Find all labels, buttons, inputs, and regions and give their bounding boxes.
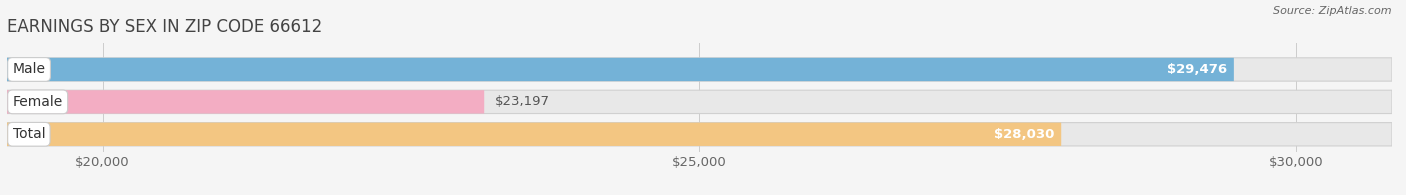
- Text: Source: ZipAtlas.com: Source: ZipAtlas.com: [1274, 6, 1392, 16]
- Text: EARNINGS BY SEX IN ZIP CODE 66612: EARNINGS BY SEX IN ZIP CODE 66612: [7, 18, 322, 36]
- Text: $23,197: $23,197: [495, 95, 550, 108]
- Text: Total: Total: [13, 127, 45, 141]
- Text: Female: Female: [13, 95, 63, 109]
- FancyBboxPatch shape: [7, 123, 1392, 146]
- Text: Male: Male: [13, 62, 45, 76]
- FancyBboxPatch shape: [7, 90, 1392, 113]
- FancyBboxPatch shape: [7, 58, 1234, 81]
- FancyBboxPatch shape: [7, 90, 484, 113]
- Text: $29,476: $29,476: [1167, 63, 1227, 76]
- FancyBboxPatch shape: [7, 123, 1062, 146]
- Text: $28,030: $28,030: [994, 128, 1054, 141]
- FancyBboxPatch shape: [7, 58, 1392, 81]
